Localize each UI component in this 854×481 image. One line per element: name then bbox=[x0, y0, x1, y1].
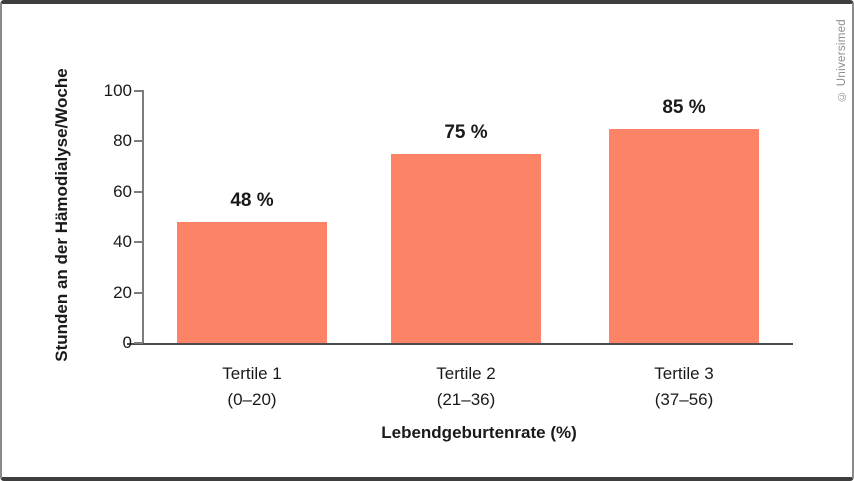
y-tick-mark bbox=[134, 342, 143, 344]
y-tick-mark bbox=[134, 90, 143, 92]
bar-value-label: 48 % bbox=[230, 190, 274, 211]
y-axis-title: Stunden an der Hämodialyse/Woche bbox=[52, 68, 71, 362]
y-tick-mark bbox=[134, 291, 143, 294]
category-label: Tertile 3 (37–56) bbox=[594, 363, 774, 411]
y-tick-label: 60 bbox=[113, 181, 132, 201]
x-axis-line bbox=[127, 343, 793, 345]
category-range: (0–20) bbox=[227, 390, 277, 409]
category-name: Tertile 2 bbox=[436, 364, 496, 383]
y-tick-label: 40 bbox=[113, 232, 132, 252]
category-range: (21–36) bbox=[436, 390, 496, 409]
y-tick-mark bbox=[134, 241, 143, 244]
category-range: (37–56) bbox=[654, 390, 714, 409]
y-tick-label: 20 bbox=[113, 282, 132, 302]
y-tick-label: 80 bbox=[113, 131, 132, 151]
y-axis-line bbox=[142, 90, 144, 344]
copyright-credit: © Universimed bbox=[836, 18, 848, 102]
y-tick-mark bbox=[134, 140, 143, 143]
bar-value-label: 75 % bbox=[444, 122, 488, 143]
bar bbox=[177, 222, 327, 343]
bar bbox=[391, 154, 541, 343]
category-name: Tertile 1 bbox=[222, 364, 282, 383]
y-tick-mark bbox=[134, 190, 143, 193]
bar bbox=[609, 129, 759, 343]
bar-value-label: 85 % bbox=[662, 97, 706, 118]
category-label: Tertile 1 (0–20) bbox=[162, 363, 342, 411]
category-name: Tertile 3 bbox=[654, 364, 714, 383]
y-tick-label: 100 bbox=[103, 81, 132, 100]
x-axis-title: Lebendgeburtenrate (%) bbox=[381, 423, 577, 442]
y-tick-label: 0 bbox=[122, 333, 132, 352]
category-label: Tertile 2 (21–36) bbox=[376, 363, 556, 411]
